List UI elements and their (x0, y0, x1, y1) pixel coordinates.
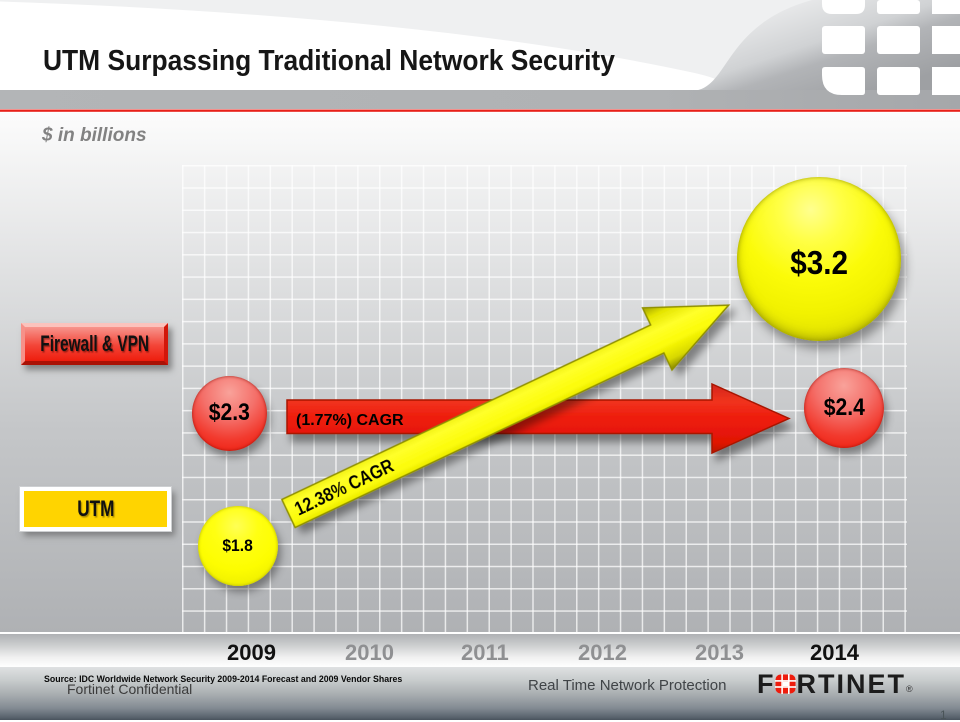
svg-text:(1.77%) CAGR: (1.77%) CAGR (296, 412, 404, 429)
